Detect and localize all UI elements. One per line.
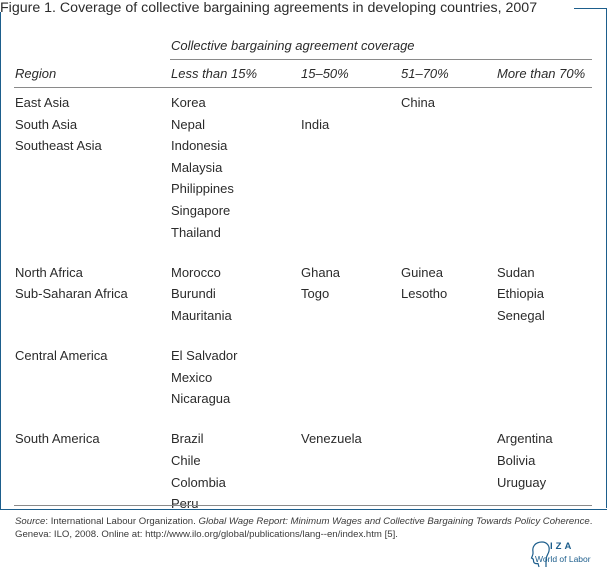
country-cell: China — [401, 95, 435, 110]
figure-title: Figure 1. Coverage of collective bargain… — [0, 0, 538, 16]
country-cell: Guinea — [401, 264, 443, 280]
column-header-more-than-70: More than 70% — [497, 66, 586, 81]
country-cell: Malaysia — [171, 159, 223, 175]
country-cell: Colombia — [171, 474, 226, 490]
country-cell: Mauritania — [171, 307, 232, 323]
country-cell: Uruguay — [497, 474, 547, 490]
region-cell: South Asia — [15, 116, 78, 132]
country-cell: Philippines — [171, 181, 234, 197]
country-cell: Korea — [171, 95, 206, 110]
country-cell: Sudan — [497, 264, 535, 280]
logo-tagline: World of Labor — [535, 554, 591, 564]
country-cell: Chile — [171, 452, 201, 468]
country-cell: Bolivia — [497, 452, 536, 468]
country-cell: Peru — [171, 496, 199, 512]
frame-bottom-border — [0, 509, 607, 510]
country-cell: Thailand — [171, 224, 221, 240]
iza-head-icon — [530, 541, 550, 568]
country-cell: Senegal — [497, 307, 545, 323]
country-cell: India — [301, 116, 330, 132]
source-text-1: : International Labour Organization. — [45, 516, 199, 527]
country-cell: Brazil — [171, 431, 204, 447]
region-cell: East Asia — [15, 95, 70, 110]
region-cell: North Africa — [15, 264, 83, 280]
source-note: Source: International Labour Organizatio… — [15, 516, 595, 541]
column-header-region: Region — [15, 66, 57, 81]
spanner-rule — [170, 59, 592, 60]
source-report-title: Global Wage Report: Minimum Wages and Co… — [198, 516, 590, 527]
region-cell: Central America — [15, 348, 108, 363]
country-cell: Morocco — [171, 264, 221, 280]
country-cell: Ghana — [301, 264, 341, 280]
country-cell: Nepal — [171, 116, 205, 132]
country-cell: Argentina — [497, 431, 553, 447]
source-text-2: . Geneva: ILO, 2008. Online at: http://w… — [15, 516, 593, 540]
logo-name: IZA — [550, 541, 575, 552]
header-rule — [14, 87, 592, 88]
iza-logo: IZA World of Labor — [522, 540, 606, 570]
frame-left-border — [0, 12, 1, 510]
region-cell: Sub-Saharan Africa — [15, 286, 128, 302]
country-cell: Indonesia — [171, 138, 228, 154]
region-cell: South America — [15, 431, 100, 447]
column-header-less-than-15: Less than 15% — [171, 66, 258, 81]
country-cell: Togo — [301, 286, 330, 302]
country-cell: Singapore — [171, 203, 231, 218]
country-cell: Nicaragua — [171, 391, 231, 407]
title-rule — [574, 8, 606, 9]
column-spanner-header: Collective bargaining agreement coverage — [171, 38, 415, 53]
country-cell: El Salvador — [171, 348, 238, 363]
source-label: Source — [15, 516, 46, 527]
frame-right-border — [606, 8, 607, 508]
column-header-15-50: 15–50% — [301, 66, 349, 81]
country-cell: Ethiopia — [497, 286, 544, 302]
country-cell: Burundi — [171, 286, 216, 302]
region-cell: Southeast Asia — [15, 138, 102, 154]
table-bottom-rule — [14, 505, 592, 506]
column-header-51-70: 51–70% — [401, 66, 449, 81]
country-cell: Venezuela — [301, 431, 362, 447]
country-cell: Mexico — [171, 369, 213, 385]
country-cell: Lesotho — [401, 286, 448, 302]
